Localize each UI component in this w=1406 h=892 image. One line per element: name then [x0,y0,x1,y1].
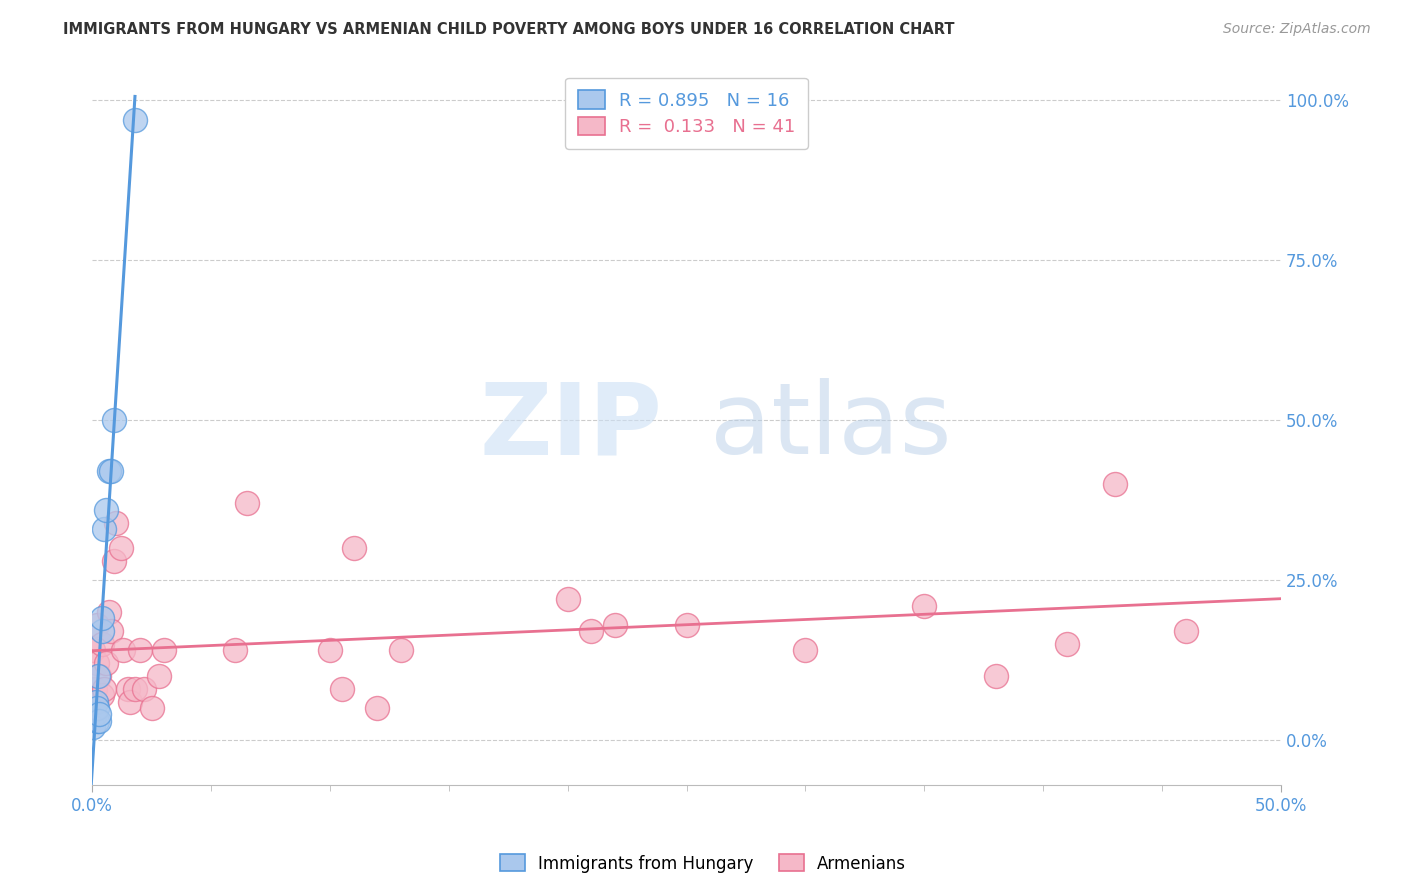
Point [89,714,111,728]
Point [675,618,697,632]
Point [86,701,108,715]
Point [330,681,353,696]
Text: Source: ZipAtlas.com: Source: ZipAtlas.com [1223,22,1371,37]
Point [134,681,156,696]
Point [100,464,122,478]
Point [90,624,112,639]
Point [90,688,112,702]
Point [124,112,146,127]
Point [984,669,1007,683]
Point [128,643,150,657]
Point [82,720,104,734]
Point [83,681,105,696]
Point [389,643,412,657]
Legend: R = 0.895   N = 16, R =  0.133   N = 41: R = 0.895 N = 16, R = 0.133 N = 41 [565,78,808,149]
Point [581,624,603,639]
Text: ZIP: ZIP [479,378,662,475]
Point [1056,637,1078,651]
Point [152,643,174,657]
Point [557,592,579,607]
Point [86,657,108,671]
Point [86,714,108,728]
Point [84,695,107,709]
Point [97,605,120,619]
Point [96,502,118,516]
Point [1104,477,1126,491]
Text: atlas: atlas [710,378,952,475]
Point [96,657,118,671]
Point [86,618,108,632]
Point [366,701,388,715]
Point [104,516,127,530]
Point [794,643,817,657]
Point [84,695,107,709]
Point [103,413,125,427]
Point [148,669,170,683]
Point [912,599,935,613]
Point [89,669,111,683]
Point [141,701,163,715]
Legend: Immigrants from Hungary, Armenians: Immigrants from Hungary, Armenians [494,847,912,880]
Point [605,618,627,632]
Point [103,554,125,568]
Text: IMMIGRANTS FROM HUNGARY VS ARMENIAN CHILD POVERTY AMONG BOYS UNDER 16 CORRELATIO: IMMIGRANTS FROM HUNGARY VS ARMENIAN CHIL… [63,22,955,37]
Point [124,681,146,696]
Point [82,643,104,657]
Point [319,643,342,657]
Point [87,669,110,683]
Point [120,695,142,709]
Point [235,496,257,510]
Point [90,637,112,651]
Point [1174,624,1197,639]
Point [83,707,105,722]
Point [117,681,139,696]
Point [110,541,132,556]
Point [89,707,111,722]
Point [90,611,112,625]
Point [97,464,120,478]
Point [224,643,246,657]
Point [112,643,135,657]
Point [343,541,366,556]
Point [100,624,122,639]
Point [93,681,115,696]
Point [93,522,115,536]
